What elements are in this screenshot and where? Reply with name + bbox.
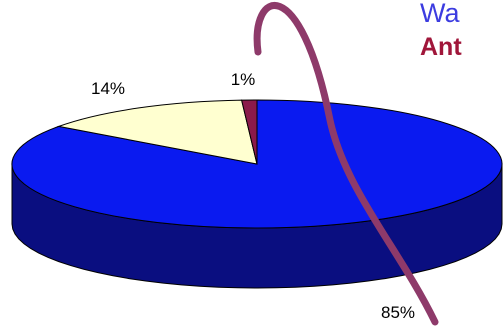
- pie-slice-85pct: [11, 99, 503, 229]
- curved-arrow-arc: [253, 2, 439, 326]
- pie-label-85pct: 85%: [381, 303, 415, 322]
- heading-line-1: Wa: [420, 0, 460, 28]
- pie-slice-1pct: [240, 99, 258, 165]
- pie-label-14pct: 14%: [91, 79, 125, 98]
- pie-label-1pct: 1%: [231, 70, 256, 89]
- pie-slice-14pct: [56, 99, 258, 165]
- heading-line-2: Ant: [420, 33, 462, 61]
- pie-labels: 85% 14% 1%: [91, 70, 415, 322]
- pie-tops: [11, 99, 503, 229]
